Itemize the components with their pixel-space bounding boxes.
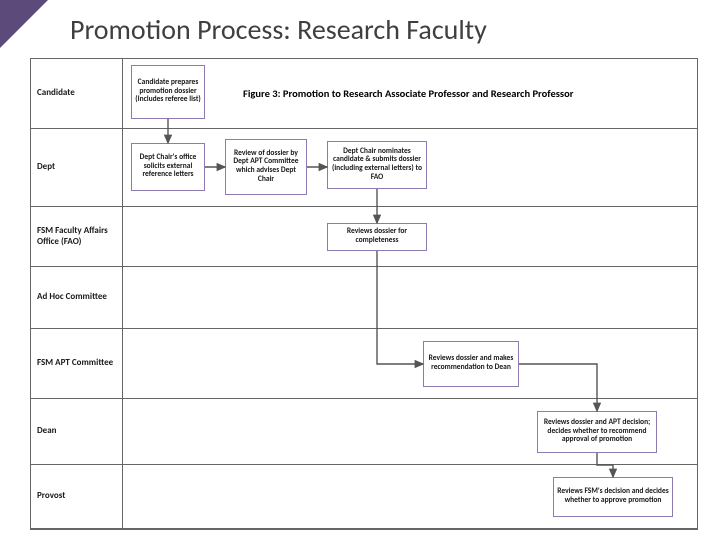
lane-adhoc: Ad Hoc Committee — [31, 267, 697, 329]
lane-apt: FSM APT Committee Reviews dossier and mak… — [31, 329, 697, 399]
lane-body-fao: Reviews dossier for completeness — [123, 207, 697, 266]
figure-caption: Figure 3: Promotion to Research Associat… — [243, 87, 573, 100]
process-box-b2: Dept Chair's office solicits external re… — [131, 143, 205, 191]
process-box-b6: Reviews dossier and makes recommendation… — [423, 341, 519, 387]
lane-provost: Provost Reviews FSM's decision and decide… — [31, 465, 697, 529]
process-box-b7: Reviews dossier and APT decision; decide… — [537, 411, 657, 453]
swimlane-diagram: Candidate Figure 3: Promotion to Research… — [30, 58, 698, 530]
lane-label-adhoc: Ad Hoc Committee — [31, 267, 123, 328]
lane-label-candidate: Candidate — [31, 59, 123, 128]
lane-label-fao: FSM Faculty Affairs Office (FAO) — [31, 207, 123, 266]
corner-accent — [0, 0, 48, 48]
lane-body-dept: Dept Chair's office solicits external re… — [123, 129, 697, 206]
lane-body-provost: Reviews FSM's decision and decides wheth… — [123, 465, 697, 528]
process-box-b8: Reviews FSM's decision and decides wheth… — [553, 477, 673, 517]
process-box-b4: Dept Chair nominates candidate & submits… — [327, 141, 427, 189]
lane-body-dean: Reviews dossier and APT decision; decide… — [123, 399, 697, 464]
process-box-b1: Candidate prepares promotion dossier (In… — [131, 65, 205, 119]
lane-label-dept: Dept — [31, 129, 123, 206]
page-title: Promotion Process: Research Faculty — [70, 12, 487, 47]
lane-label-apt: FSM APT Committee — [31, 329, 123, 398]
lane-body-apt: Reviews dossier and makes recommendation… — [123, 329, 697, 398]
lane-candidate: Candidate Figure 3: Promotion to Research… — [31, 59, 697, 129]
lane-label-dean: Dean — [31, 399, 123, 464]
lane-fao: FSM Faculty Affairs Office (FAO) Reviews … — [31, 207, 697, 267]
lane-dept: DeptDept Chair's office solicits externa… — [31, 129, 697, 207]
process-box-b5: Reviews dossier for completeness — [327, 223, 427, 251]
process-box-b3: Review of dossier by Dept APT Committee … — [225, 139, 307, 195]
lane-dean: Dean Reviews dossier and APT decision; de… — [31, 399, 697, 465]
lane-body-adhoc — [123, 267, 697, 328]
lane-label-provost: Provost — [31, 465, 123, 528]
lane-body-candidate: Figure 3: Promotion to Research Associat… — [123, 59, 697, 128]
